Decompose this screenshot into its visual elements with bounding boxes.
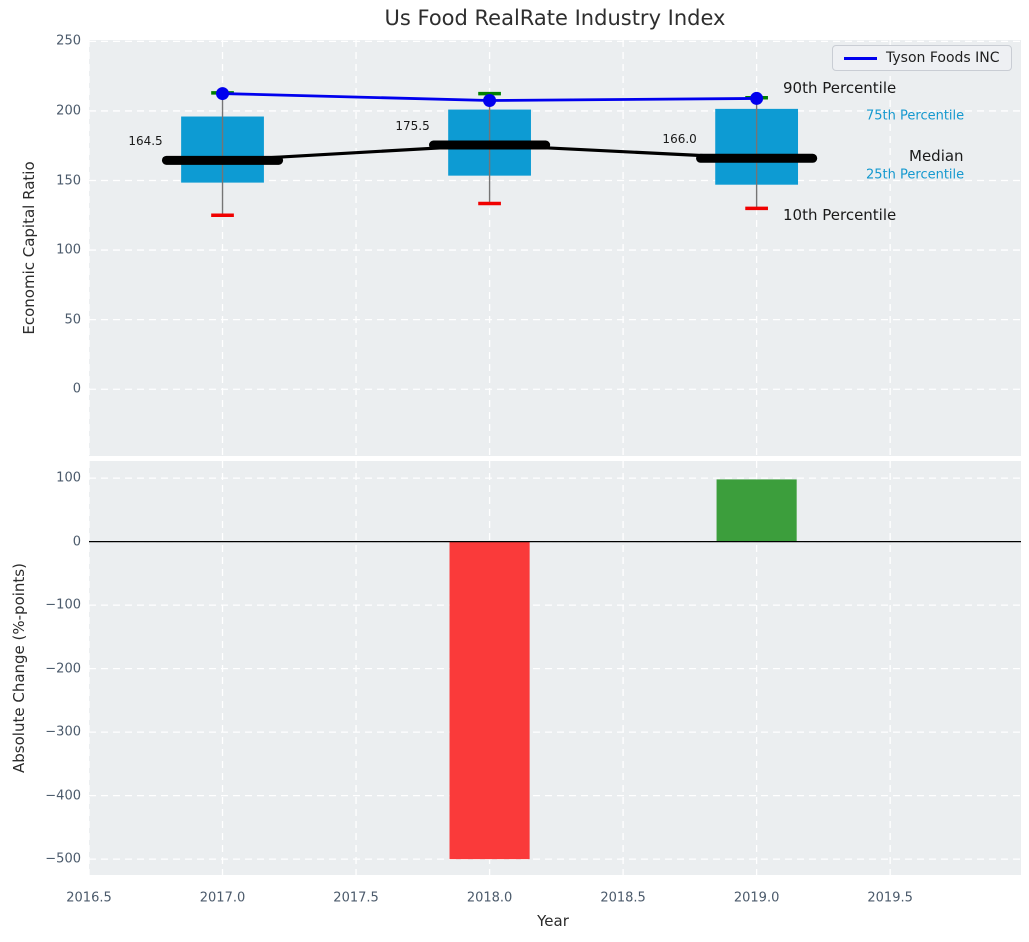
median-value-label: 166.0 [662, 132, 697, 147]
top-y-tick-label: 250 [56, 33, 81, 49]
x-tick-label: 2017.0 [199, 890, 246, 906]
legend-line-swatch [844, 56, 877, 60]
x-tick-label: 2016.5 [66, 890, 112, 906]
top-plot-background [89, 40, 1021, 456]
tyson-foods-marker-2018 [483, 94, 497, 108]
bottom-y-axis-label: Absolute Change (%-points) [10, 563, 28, 773]
change-bar-2019 [716, 479, 797, 542]
change-bar-2018 [449, 541, 530, 860]
chart-title: Us Food RealRate Industry Index [384, 6, 726, 30]
bottom-y-tick-label: −400 [45, 788, 81, 804]
x-tick-label: 2019.0 [733, 890, 780, 906]
top-y-tick-label: 150 [56, 173, 81, 189]
bottom-y-tick-label: −500 [45, 851, 81, 867]
bottom-y-tick-label: 0 [72, 534, 81, 550]
top-y-tick-label: 100 [56, 242, 81, 258]
x-axis-label: Year [537, 912, 569, 930]
annotation-75th-percentile: 75th Percentile [866, 108, 965, 124]
bottom-y-tick-label: 100 [56, 470, 81, 486]
median-value-label: 175.5 [395, 119, 430, 134]
median-value-label: 164.5 [128, 134, 163, 149]
legend-label: Tyson Foods INC [886, 50, 1000, 66]
top-y-tick-label: 50 [64, 312, 81, 328]
bottom-y-tick-label: −300 [45, 724, 81, 740]
annotation-25th-percentile: 25th Percentile [866, 167, 965, 183]
bottom-plot-background [89, 461, 1021, 875]
tyson-foods-marker-2019 [750, 91, 764, 105]
legend[interactable]: Tyson Foods INC [832, 45, 1012, 71]
top-y-tick-label: 200 [56, 103, 81, 119]
x-tick-label: 2018.0 [466, 890, 513, 906]
annotation-10th-percentile: 10th Percentile [783, 206, 897, 224]
bottom-y-tick-label: −100 [45, 597, 81, 613]
top-y-axis-label: Economic Capital Ratio [20, 161, 38, 335]
x-tick-label: 2017.5 [333, 890, 379, 906]
top-y-tick-label: 0 [72, 381, 81, 397]
tyson-foods-marker-2017 [216, 87, 230, 101]
bottom-y-tick-label: −200 [45, 661, 81, 677]
x-tick-label: 2019.5 [867, 890, 913, 906]
annotation-90th-percentile: 90th Percentile [783, 79, 897, 97]
annotation-median: Median [909, 147, 964, 165]
x-tick-label: 2018.5 [600, 890, 646, 906]
